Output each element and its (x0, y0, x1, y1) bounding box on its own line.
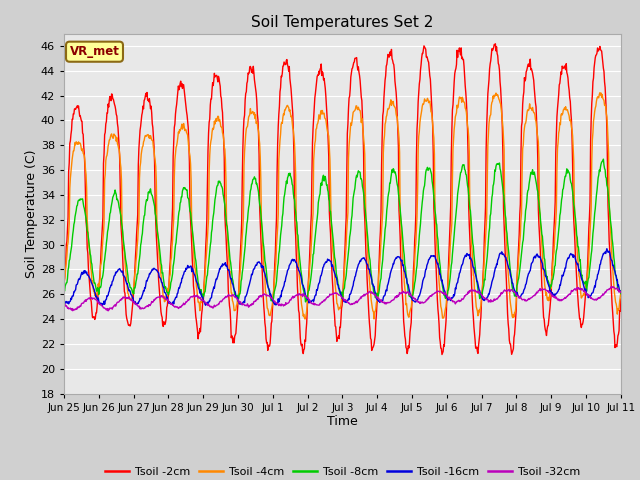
Tsoil -2cm (492, 41, 499, 47)
Tsoil -8cm (291, 205, 299, 211)
X-axis label: Time: Time (327, 415, 358, 429)
Tsoil -16cm (164, 298, 172, 303)
Tsoil -32cm (292, 293, 300, 299)
Tsoil -2cm (599, 60, 607, 65)
Tsoil -8cm (301, 299, 309, 305)
Tsoil -2cm (163, 303, 171, 309)
Tsoil -16cm (589, 288, 597, 293)
Tsoil -16cm (99, 302, 106, 308)
Tsoil -32cm (617, 289, 625, 295)
Tsoil -8cm (598, 159, 606, 165)
Tsoil -32cm (87, 295, 95, 301)
Title: Soil Temperatures Set 2: Soil Temperatures Set 2 (252, 15, 433, 30)
Tsoil -2cm (617, 296, 625, 302)
Text: VR_met: VR_met (70, 45, 120, 58)
Tsoil -4cm (599, 96, 607, 101)
Tsoil -4cm (291, 154, 299, 160)
Line: Tsoil -32cm: Tsoil -32cm (64, 287, 621, 311)
Tsoil -2cm (388, 56, 396, 61)
Tsoil -4cm (301, 316, 308, 322)
Tsoil -4cm (596, 90, 604, 96)
Tsoil -32cm (388, 298, 396, 303)
Tsoil -4cm (617, 289, 625, 295)
Tsoil -8cm (388, 169, 396, 175)
Tsoil -16cm (60, 298, 68, 304)
Tsoil -32cm (104, 308, 112, 314)
Tsoil -4cm (388, 99, 396, 105)
Tsoil -8cm (589, 226, 597, 231)
Tsoil -4cm (163, 292, 171, 298)
Tsoil -16cm (598, 254, 606, 260)
Tsoil -32cm (164, 297, 172, 302)
Tsoil -32cm (589, 297, 597, 302)
Tsoil -16cm (603, 246, 611, 252)
Tsoil -32cm (60, 301, 68, 307)
Tsoil -8cm (87, 253, 95, 259)
Tsoil -4cm (87, 265, 95, 271)
Line: Tsoil -8cm: Tsoil -8cm (64, 159, 621, 302)
Tsoil -16cm (617, 289, 625, 295)
Tsoil -16cm (388, 264, 396, 269)
Line: Tsoil -16cm: Tsoil -16cm (64, 249, 621, 305)
Tsoil -8cm (60, 287, 68, 292)
Tsoil -8cm (600, 156, 607, 162)
Tsoil -2cm (87, 296, 95, 302)
Tsoil -4cm (60, 282, 68, 288)
Tsoil -32cm (598, 293, 606, 299)
Tsoil -2cm (590, 65, 598, 71)
Line: Tsoil -4cm: Tsoil -4cm (64, 93, 621, 319)
Line: Tsoil -2cm: Tsoil -2cm (64, 44, 621, 355)
Tsoil -8cm (617, 291, 625, 297)
Tsoil -2cm (60, 280, 68, 286)
Tsoil -16cm (87, 277, 95, 283)
Y-axis label: Soil Temperature (C): Soil Temperature (C) (25, 149, 38, 278)
Tsoil -8cm (163, 289, 171, 295)
Tsoil -2cm (438, 352, 446, 358)
Tsoil -2cm (291, 222, 299, 228)
Tsoil -16cm (292, 259, 300, 265)
Tsoil -32cm (609, 284, 617, 289)
Legend: Tsoil -2cm, Tsoil -4cm, Tsoil -8cm, Tsoil -16cm, Tsoil -32cm: Tsoil -2cm, Tsoil -4cm, Tsoil -8cm, Tsoi… (100, 463, 585, 480)
Tsoil -4cm (589, 118, 597, 124)
